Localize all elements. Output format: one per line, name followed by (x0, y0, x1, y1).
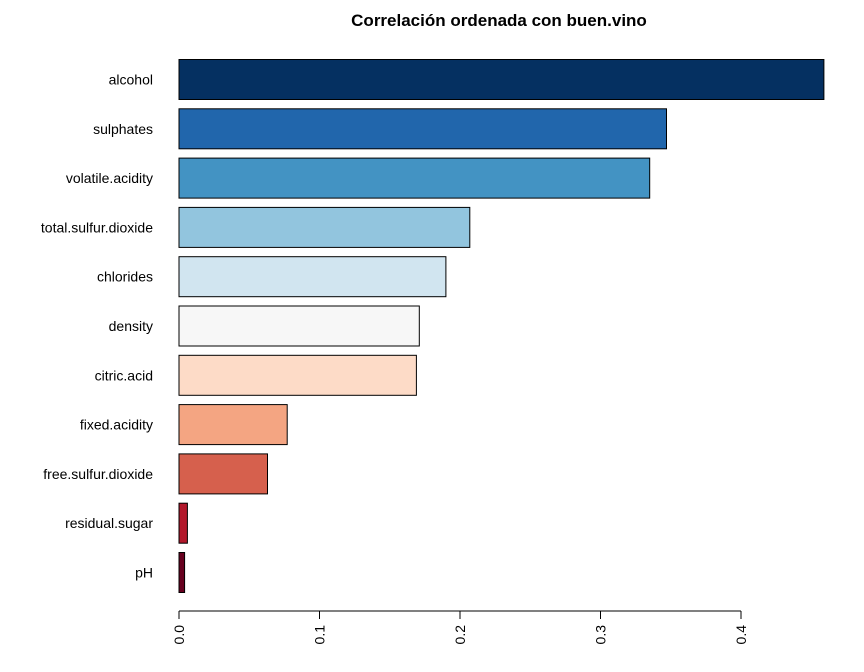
bar-chlorides (178, 256, 447, 298)
bars-group (178, 59, 825, 593)
bar-volatile-acidity (178, 157, 651, 199)
bar-ph (178, 552, 186, 593)
category-label-fixed-acidity: fixed.acidity (80, 417, 153, 433)
category-label-ph: pH (135, 565, 153, 581)
category-label-total-sulfur-dioxide: total.sulfur.dioxide (41, 219, 153, 235)
bar-sulphates (178, 108, 667, 150)
x-tick-label: 0.2 (452, 625, 468, 645)
x-axis: 0.0 0.1 0.2 0.3 0.4 (171, 610, 749, 645)
chart-title: Correlación ordenada con buen.vino (351, 11, 647, 30)
category-label-volatile-acidity: volatile.acidity (66, 170, 153, 186)
category-label-free-sulfur-dioxide: free.sulfur.dioxide (43, 466, 153, 482)
category-label-alcohol: alcohol (109, 72, 153, 88)
category-labels-group: alcohol sulphates volatile.acidity total.su… (41, 72, 153, 581)
category-label-sulphates: sulphates (93, 121, 153, 137)
x-tick-label: 0.3 (593, 625, 609, 645)
category-label-density: density (109, 318, 153, 334)
bar-citric-acid (178, 354, 417, 396)
category-label-citric-acid: citric.acid (95, 367, 153, 383)
x-tick-label: 0.4 (733, 625, 749, 645)
category-label-chlorides: chlorides (97, 269, 153, 285)
bar-fixed-acidity (178, 404, 288, 446)
bar-alcohol (178, 59, 825, 100)
x-tick-label: 0.0 (171, 625, 187, 645)
bar-density (178, 305, 420, 347)
bar-total-sulfur-dioxide (178, 206, 471, 248)
bar-free-sulfur-dioxide (178, 453, 268, 495)
bar-residual-sugar (178, 502, 188, 544)
x-tick-label: 0.1 (312, 625, 328, 645)
category-label-residual-sugar: residual.sugar (65, 515, 153, 531)
